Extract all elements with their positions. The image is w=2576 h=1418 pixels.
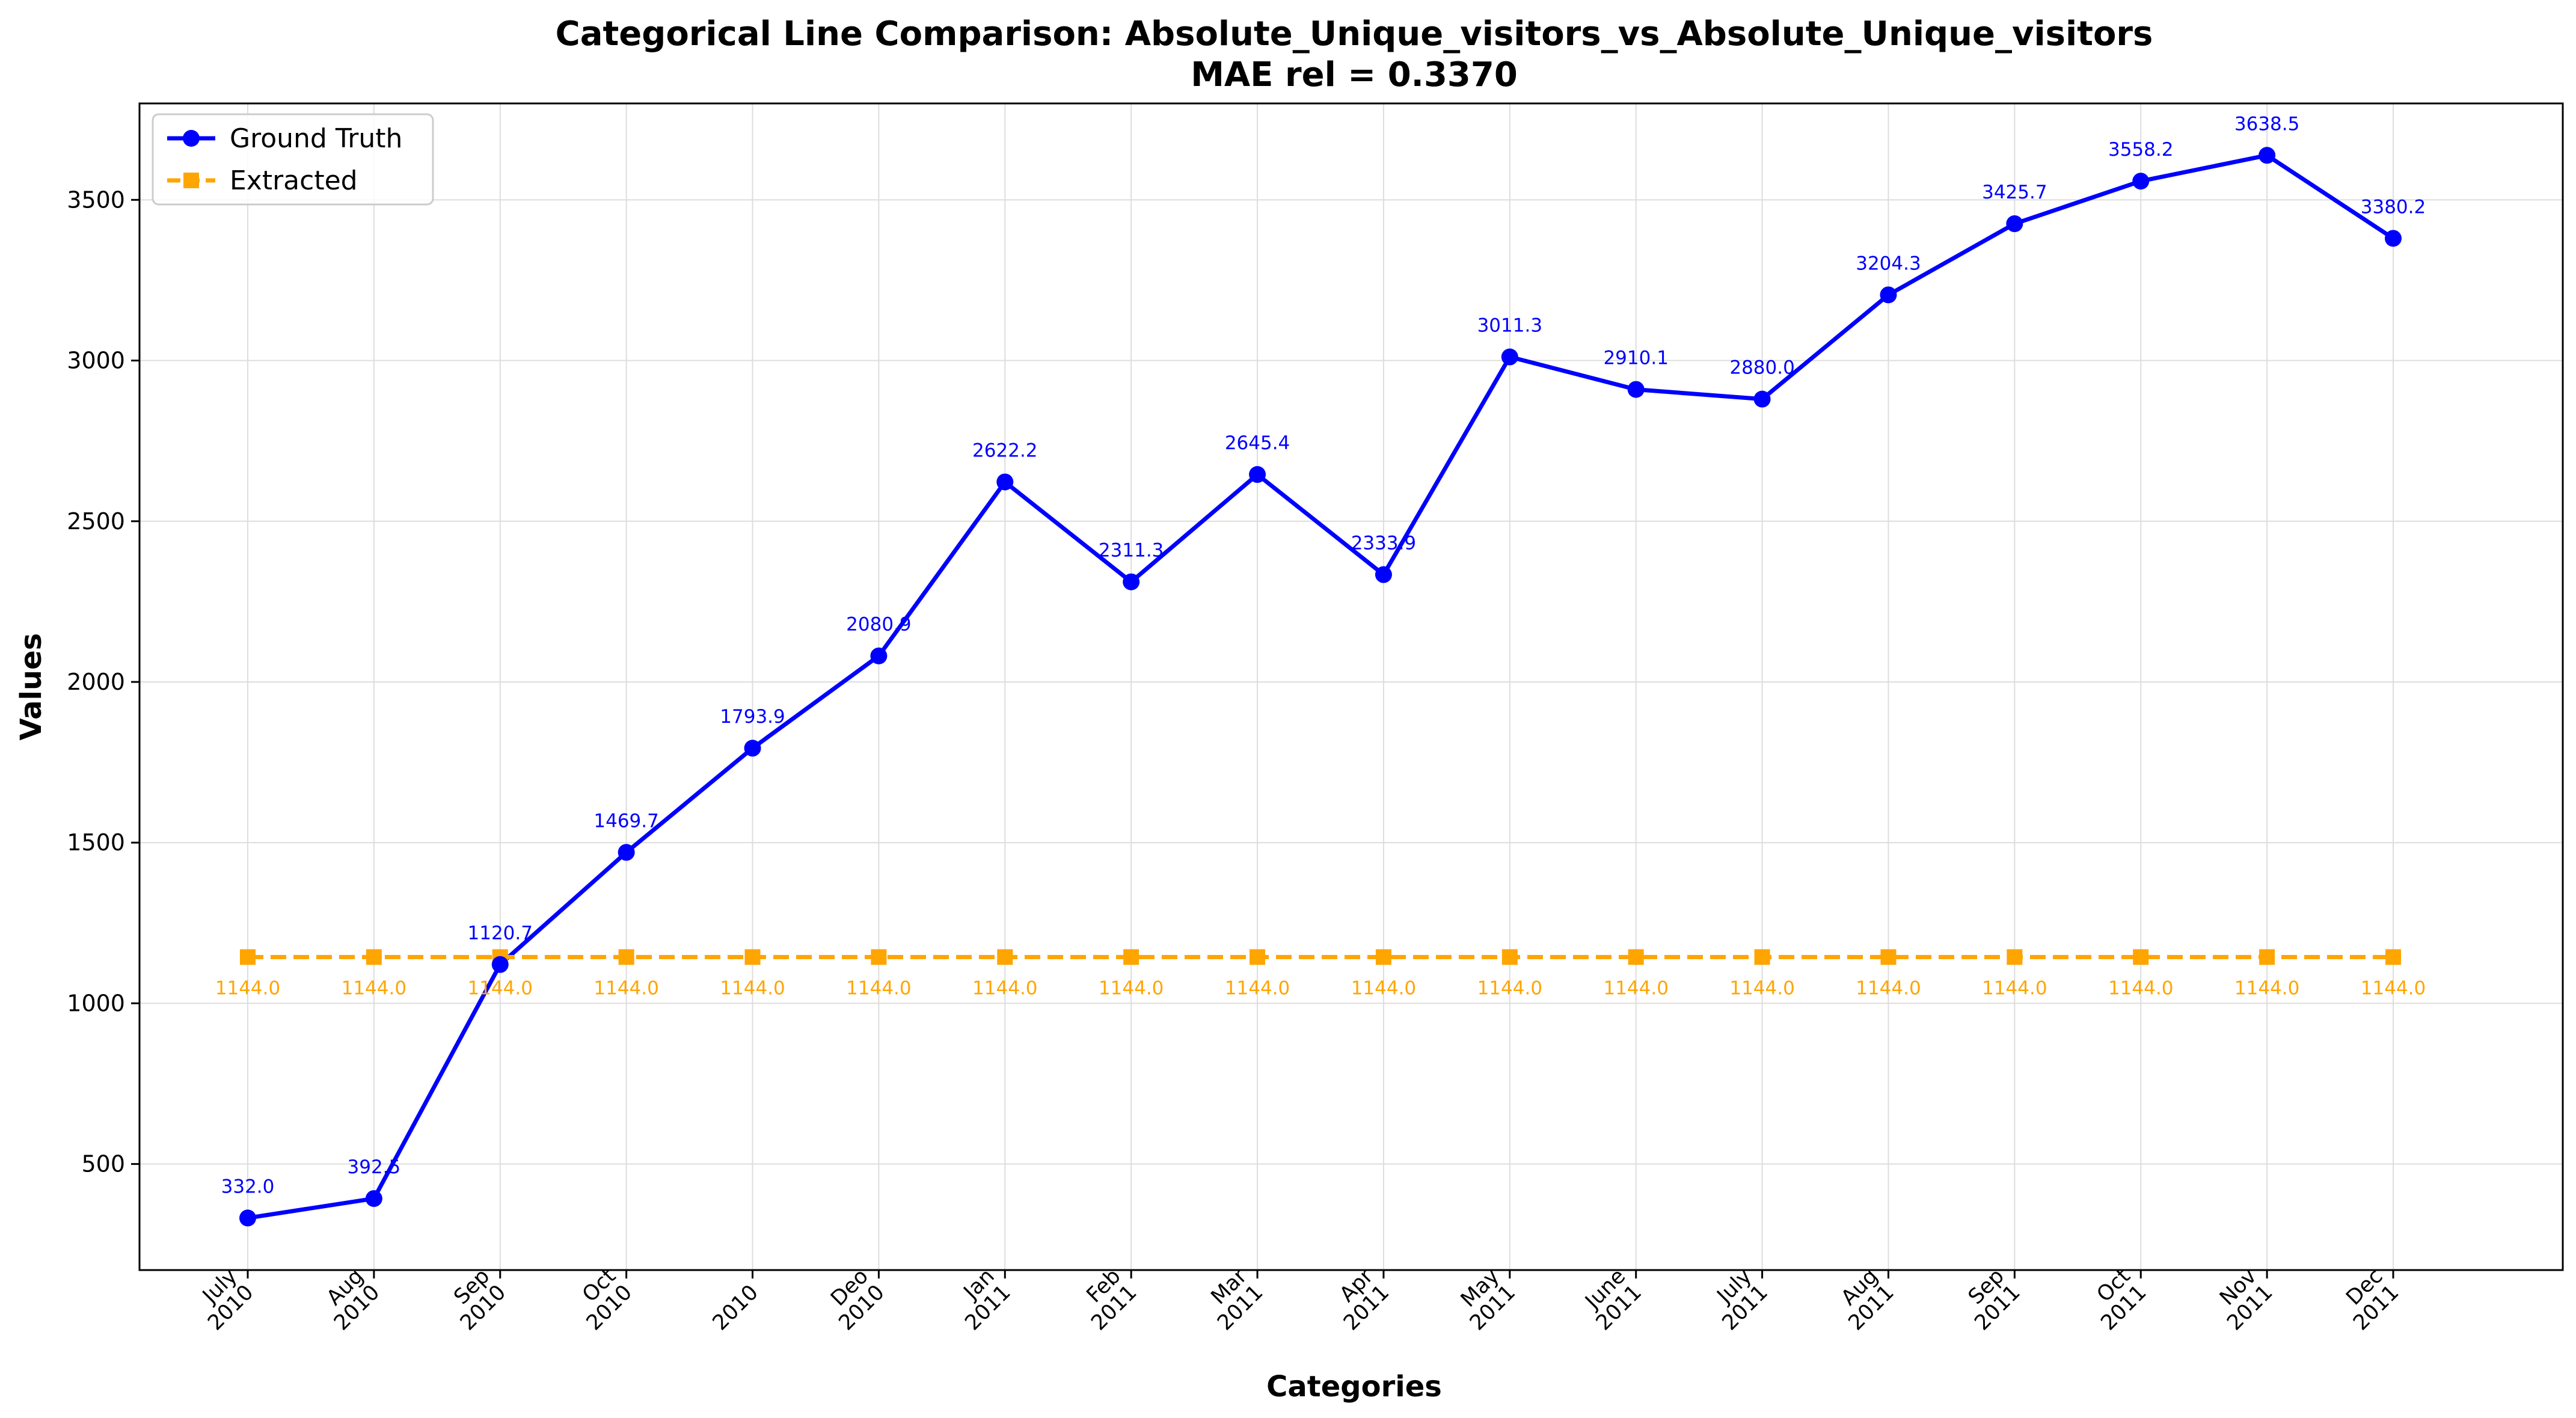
data-label: 1144.0	[2361, 977, 2426, 999]
series-0-point	[1753, 390, 1771, 408]
y-tick-label: 2000	[67, 669, 125, 695]
series-0-point	[744, 740, 761, 757]
data-label: 2645.4	[1225, 432, 1290, 454]
series-1-point	[1501, 949, 1518, 965]
data-label: 332.0	[221, 1176, 275, 1197]
data-label: 1144.0	[215, 977, 280, 999]
data-label: 3638.5	[2234, 113, 2299, 135]
y-tick-label: 3500	[67, 186, 125, 213]
data-label: 1793.9	[720, 706, 785, 728]
data-label: 1144.0	[1225, 977, 1290, 999]
data-label: 392.5	[348, 1156, 401, 1178]
series-0-point	[1880, 286, 1897, 304]
data-label: 3425.7	[1982, 182, 2047, 203]
legend-entry-0: Ground Truth	[230, 123, 402, 154]
series-line-0	[247, 153, 2394, 1220]
series-1-point	[1754, 949, 1770, 965]
legend-box	[152, 113, 434, 206]
series-0-point	[2132, 173, 2150, 190]
data-label: 1144.0	[593, 977, 658, 999]
series-1-point	[366, 949, 382, 965]
data-label: 3380.2	[2361, 196, 2426, 218]
series-1-point	[997, 949, 1013, 965]
data-label: 1144.0	[720, 977, 785, 999]
y-tick-label: 3000	[67, 348, 125, 374]
series-0-point	[996, 473, 1014, 491]
data-label: 2910.1	[1603, 348, 1668, 369]
series-1-point	[871, 949, 887, 965]
y-tick-label: 1000	[67, 990, 125, 1016]
series-0-point	[2385, 230, 2402, 247]
series-1-point	[1123, 949, 1139, 965]
series-0-point	[2006, 215, 2023, 233]
data-label: 1144.0	[1982, 977, 2047, 999]
legend-entry-1: Extracted	[230, 165, 358, 196]
series-1-point	[1250, 949, 1266, 965]
legend: Ground Truth Extracted	[152, 113, 434, 206]
series-0-point	[1249, 466, 1266, 483]
series-0-point	[618, 844, 635, 861]
series-0-point	[1375, 566, 1392, 583]
legend-marker-0	[183, 130, 200, 147]
data-labels: 332.0 392.5 1120.7 1469.7 1793.9 2080.9 2622.2…	[215, 113, 2426, 1197]
plot-frame	[138, 102, 2564, 1271]
data-label: 1144.0	[972, 977, 1037, 999]
series-0-point	[1123, 573, 1140, 591]
data-label: 1144.0	[1729, 977, 1794, 999]
series-1-point	[1880, 949, 1897, 965]
data-label: 1120.7	[468, 922, 533, 944]
x-axis-label: Categories	[1266, 1370, 1442, 1404]
series-0-point	[491, 956, 509, 973]
data-label: 1144.0	[2108, 977, 2173, 999]
series-0-point	[1627, 381, 1645, 398]
data-label: 2080.9	[846, 614, 911, 636]
data-label: 1144.0	[1856, 977, 1921, 999]
y-axis-label: Values	[14, 633, 48, 741]
legend-marker-1	[183, 173, 199, 188]
series-0-point	[870, 647, 888, 664]
data-label: 2880.0	[1729, 357, 1794, 379]
data-label: 1144.0	[1099, 977, 1164, 999]
data-label: 1144.0	[1351, 977, 1416, 999]
series-1-point	[618, 949, 634, 965]
data-label: 1144.0	[846, 977, 911, 999]
data-label: 2622.2	[972, 440, 1037, 461]
series-0-point	[1501, 348, 1518, 366]
data-label: 1144.0	[1603, 977, 1668, 999]
series-0-point	[239, 1209, 256, 1227]
series-1-point	[2133, 949, 2149, 965]
series-0-point	[2259, 147, 2276, 164]
data-label: 2333.9	[1351, 533, 1416, 554]
data-label: 1144.0	[468, 977, 533, 999]
data-label: 3204.3	[1856, 253, 1921, 274]
series-1-point	[2007, 949, 2023, 965]
data-label: 1144.0	[1477, 977, 1542, 999]
data-label: 2311.3	[1099, 540, 1164, 562]
series-1-point	[744, 949, 761, 965]
data-label: 3558.2	[2108, 139, 2173, 161]
y-tick-label: 1500	[67, 829, 125, 856]
series-1-point	[240, 949, 256, 965]
series-1-point	[2385, 949, 2401, 965]
chart-subtitle: MAE rel = 0.3370	[1191, 55, 1518, 94]
data-label: 3011.3	[1477, 315, 1542, 337]
series-1-point	[2259, 949, 2275, 965]
chart-title: Categorical Line Comparison: Absolute_Un…	[556, 14, 2153, 54]
y-tick-label: 500	[81, 1151, 125, 1177]
y-tick-label: 2500	[67, 508, 125, 535]
series-0-point	[365, 1190, 382, 1208]
data-label: 1144.0	[342, 977, 406, 999]
data-label: 1469.7	[593, 810, 658, 832]
series-layer	[239, 147, 2402, 1227]
grid	[140, 103, 2563, 1270]
data-label: 1144.0	[2234, 977, 2299, 999]
series-1-point	[1628, 949, 1644, 965]
series-1-point	[1375, 949, 1391, 965]
